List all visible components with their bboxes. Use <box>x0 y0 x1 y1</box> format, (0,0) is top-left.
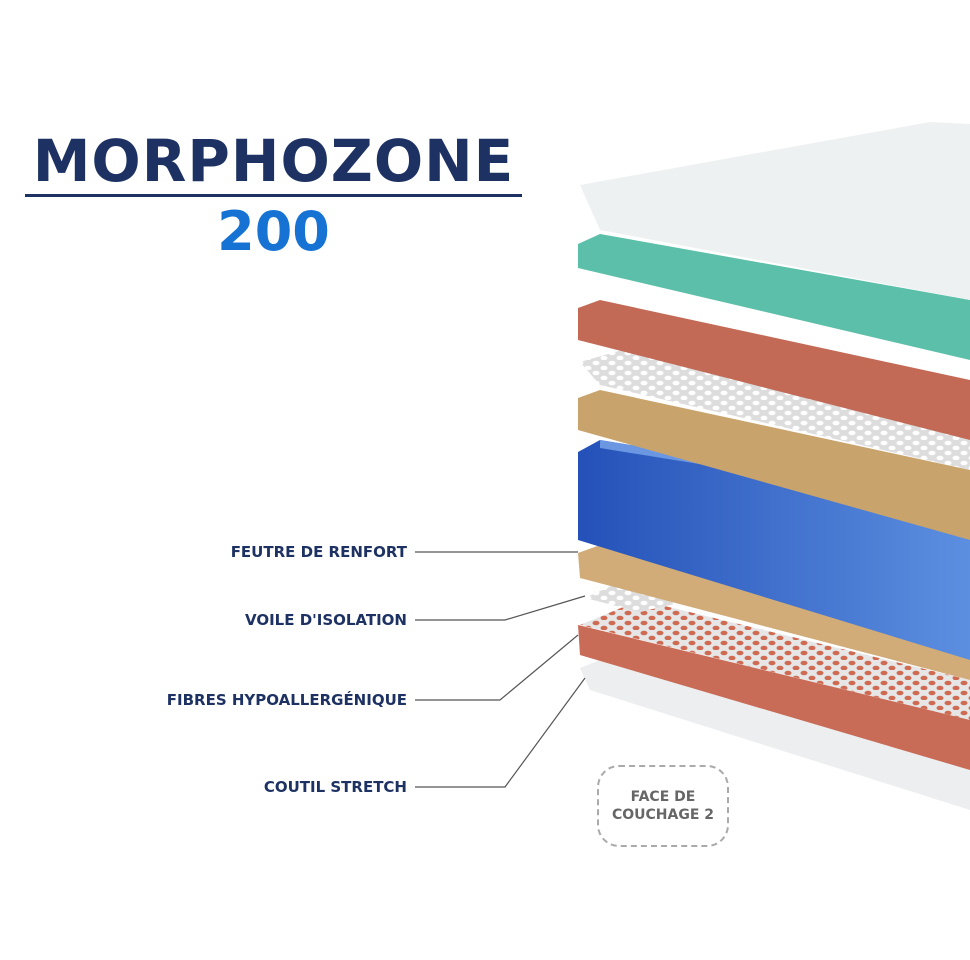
layer-coutil-bottom <box>580 660 970 810</box>
layer-fibres-top <box>578 300 970 440</box>
layer-voile-top <box>580 345 970 470</box>
product-title: MORPHOZONE <box>32 127 515 195</box>
label-feutre: FEUTRE DE RENFORT <box>230 543 407 561</box>
badge-line-1: FACE DE <box>630 789 696 805</box>
layer-feutre-top <box>578 390 970 540</box>
layer-coutil-top <box>580 122 970 300</box>
label-voile: VOILE D'ISOLATION <box>244 611 407 629</box>
title-divider <box>25 194 522 197</box>
leader-line-fibres <box>415 634 579 701</box>
sleeping-face-badge: FACE DE COUCHAGE 2 <box>597 765 729 847</box>
leader-line-coutil <box>415 677 586 788</box>
layer-voile-bottom <box>585 582 700 612</box>
layer-feutre-bottom <box>578 545 970 680</box>
product-subtitle: 200 <box>217 200 330 263</box>
badge-line-2: COUCHAGE 2 <box>611 807 715 823</box>
label-coutil: COUTIL STRETCH <box>263 778 407 796</box>
layer-fibres-bottom-top <box>580 600 970 720</box>
layer-teal <box>578 234 970 360</box>
layer-fibres-bottom <box>578 625 970 770</box>
leader-line-voile <box>415 595 586 621</box>
label-fibres: FIBRES HYPOALLERGÉNIQUE <box>166 691 407 709</box>
